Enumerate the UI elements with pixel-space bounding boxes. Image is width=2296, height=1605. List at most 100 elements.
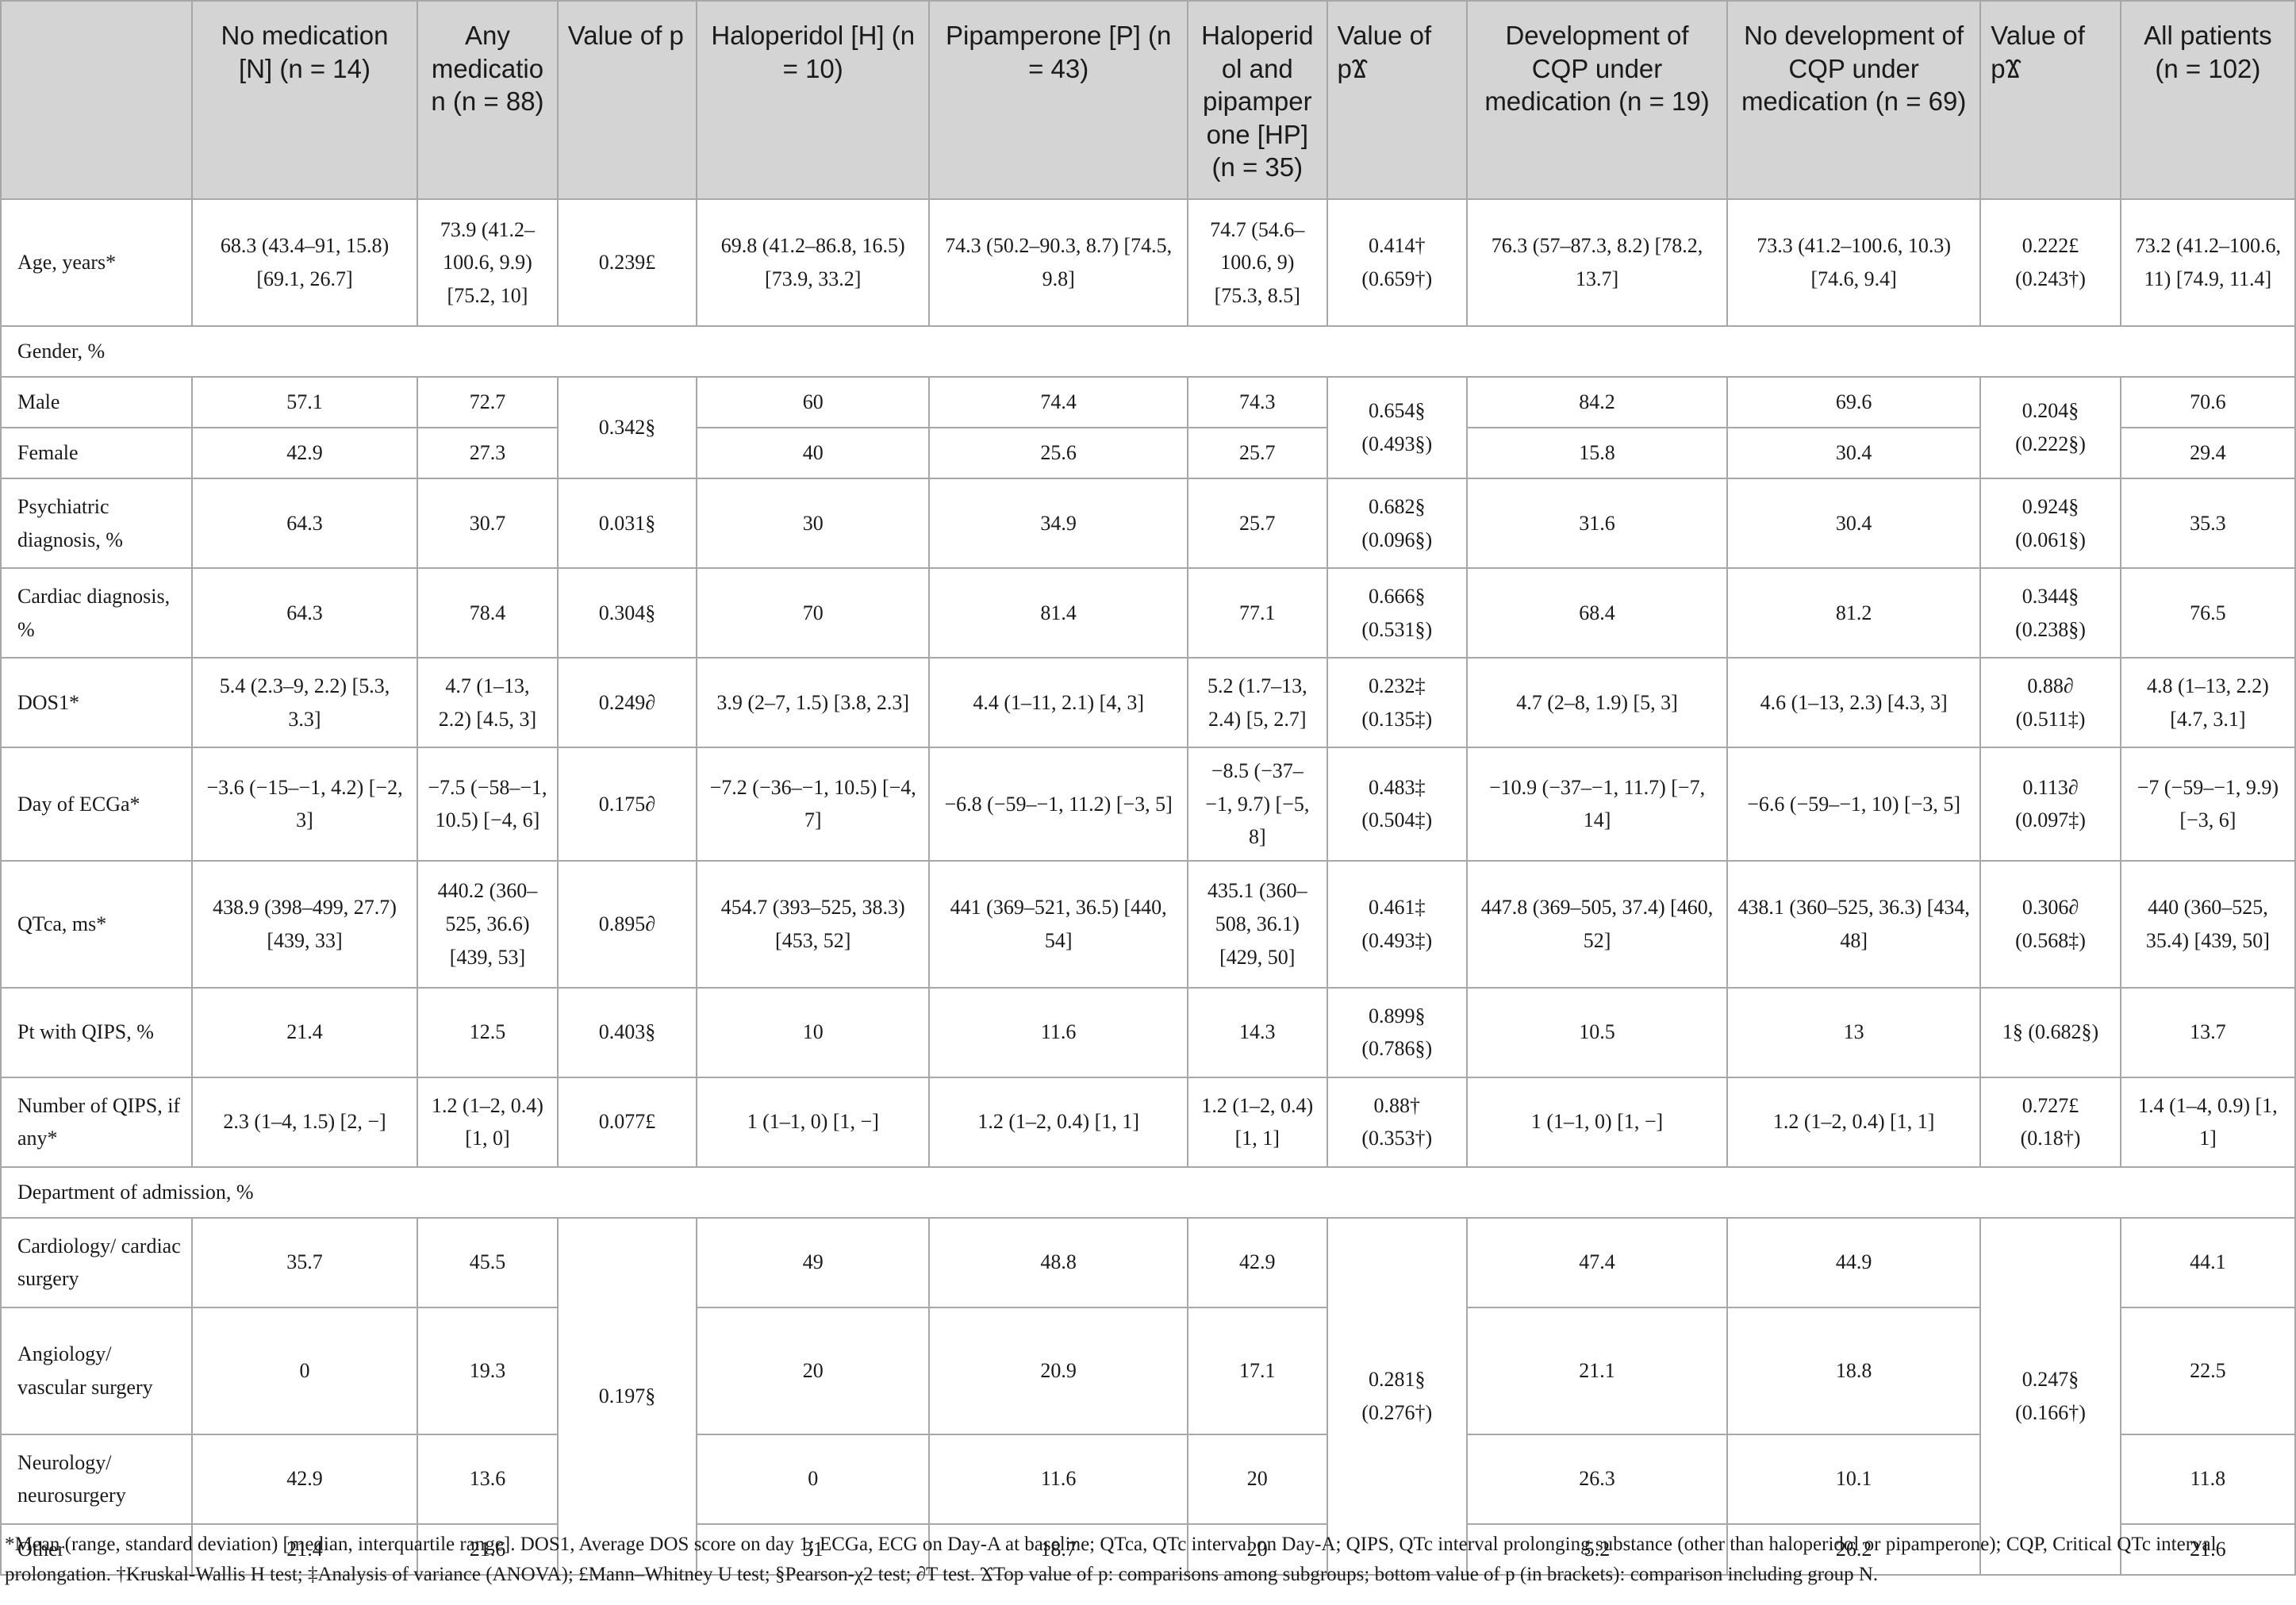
table-cell: 0.483‡ (0.504‡) <box>1326 747 1469 862</box>
section-heading: Department of admission, % <box>0 1165 2296 1219</box>
table-cell: 0.232‡ (0.135‡) <box>1326 657 1469 748</box>
table-cell: 0.281§ (0.276†) <box>1326 1216 1469 1576</box>
header-all-patients: All patients (n = 102) <box>2119 0 2296 200</box>
row-label: Day of ECGa* <box>0 747 193 862</box>
row-label: Number of QIPS, if any* <box>0 1076 193 1168</box>
table-cell: 70 <box>696 567 931 659</box>
table-cell: 31.6 <box>1466 478 1729 569</box>
table-row-qips: Pt with QIPS, % 21.4 12.5 0.403§ 10 11.6… <box>0 986 2296 1078</box>
row-label: Angiology/ vascular surgery <box>0 1306 193 1435</box>
table-cell: 20 <box>1187 1522 1328 1576</box>
table-cell: 68.4 <box>1466 567 1729 659</box>
table-cell: 76.5 <box>2119 567 2296 659</box>
table-cell: 5.2 <box>1466 1522 1729 1576</box>
table-cell: 10.1 <box>1726 1433 1982 1525</box>
table-cell: 0.247§ (0.166†) <box>1979 1216 2121 1576</box>
table-cell: 11.6 <box>928 1433 1189 1525</box>
table-cell: 2.3 (1–4, 1.5) [2, −] <box>190 1076 419 1168</box>
table-cell: 0.88† (0.353†) <box>1326 1076 1469 1168</box>
table-row-female: Female 42.9 27.3 40 25.6 25.7 15.8 30.4 … <box>0 427 2296 479</box>
table-cell: 76.3 (57–87.3, 8.2) [78.2, 13.7] <box>1466 198 1729 327</box>
table-cell: 4.8 (1–13, 2.2) [4.7, 3.1] <box>2119 657 2296 748</box>
table-cell: 0.727£ (0.18†) <box>1979 1076 2121 1168</box>
table-cell: 74.7 (54.6–100.6, 9) [75.3, 8.5] <box>1187 198 1328 327</box>
table-cell: 435.1 (360–508, 36.1) [429, 50] <box>1187 859 1328 989</box>
table-cell: 18.7 <box>928 1522 1189 1576</box>
table-cell: 0.666§ (0.531§) <box>1326 567 1469 659</box>
table-cell: 84.2 <box>1466 376 1729 428</box>
table-row-male: Male 57.1 72.7 0.342§ 60 74.4 74.3 0.654… <box>0 376 2296 479</box>
table-cell: 45.5 <box>417 1216 559 1308</box>
header-no-medication: No medication [N] (n = 14) <box>190 0 419 200</box>
table-cell: 27.3 <box>417 427 559 479</box>
table-cell: 3.9 (2–7, 1.5) [3.8, 2.3] <box>696 657 931 748</box>
table-cell: 11.6 <box>928 986 1189 1078</box>
table-footnote: *Mean (range, standard deviation) [media… <box>5 1534 2217 1585</box>
table-cell: 20 <box>696 1306 931 1435</box>
table-cell: 1§ (0.682§) <box>1979 986 2121 1078</box>
table-cell: 1.2 (1–2, 0.4) [1, 1] <box>1726 1076 1982 1168</box>
table-cell: 0.197§ <box>556 1216 698 1576</box>
table-cell: 57.1 <box>190 376 419 428</box>
table-cell: 0.204§ (0.222§) <box>1979 376 2121 479</box>
table-cell: 74.3 <box>1187 376 1328 428</box>
table-cell: 72.7 <box>417 376 559 428</box>
table-cell: 68.3 (43.4–91, 15.8) [69.1, 26.7] <box>190 198 419 327</box>
section-row-department: Department of admission, % <box>0 1165 2296 1219</box>
table-cell: −7 (−59–−1, 9.9) [−3, 6] <box>2119 747 2296 862</box>
table-cell: 13.6 <box>417 1433 559 1525</box>
table-cell: 14.3 <box>1187 986 1328 1078</box>
table-cell: 0.249∂ <box>556 657 698 748</box>
table-cell: 1 (1–1, 0) [1, −] <box>1466 1076 1729 1168</box>
table-row-neurology: Neurology/ neurosurgery 42.9 13.6 0 11.6… <box>0 1433 2296 1525</box>
table-cell: 44.1 <box>2119 1216 2296 1308</box>
header-haloperidol-and-pipamperone: Haloperidol and pipamperone [HP] (n = 35… <box>1187 0 1328 200</box>
table-row-cardiology: Cardiology/ cardiac surgery 35.7 45.5 0.… <box>0 1216 2296 1576</box>
table-cell: 78.4 <box>417 567 559 659</box>
header-pipamperone: Pipamperone [P] (n = 43) <box>928 0 1189 200</box>
table-cell: 73.9 (41.2–100.6, 9.9) [75.2, 10] <box>417 198 559 327</box>
table-row-dos: DOS1* 5.4 (2.3–9, 2.2) [5.3, 3.3] 4.7 (1… <box>0 657 2296 748</box>
table-cell: 26.3 <box>1466 1433 1729 1525</box>
table-row-age: Age, years* 68.3 (43.4–91, 15.8) [69.1, … <box>0 198 2296 327</box>
table-cell: 25.7 <box>1187 427 1328 479</box>
table-cell: 447.8 (369–505, 37.4) [460, 52] <box>1466 859 1729 989</box>
table-cell: 13 <box>1726 986 1982 1078</box>
table-cell: 0.682§ (0.096§) <box>1326 478 1469 569</box>
row-label: DOS1* <box>0 657 193 748</box>
table-cell: 21.1 <box>1466 1306 1729 1435</box>
row-label: Neurology/ neurosurgery <box>0 1433 193 1525</box>
header-value-p-cqp: Value of pϪ <box>1979 0 2121 200</box>
table-cell: 40 <box>696 427 931 479</box>
header-row: No medication [N] (n = 14) Any medicatio… <box>0 0 2296 200</box>
table-cell: −6.6 (−59–−1, 10) [−3, 5] <box>1726 747 1982 862</box>
table-cell: 0.306∂ (0.568‡) <box>1979 859 2121 989</box>
table-cell: 30.7 <box>417 478 559 569</box>
table-cell: −10.9 (−37–−1, 11.7) [−7, 14] <box>1466 747 1729 862</box>
table-cell: 1.2 (1–2, 0.4) [1, 0] <box>417 1076 559 1168</box>
table-cell: 15.8 <box>1466 427 1729 479</box>
row-label: Female <box>0 427 193 479</box>
table-cell: 30.4 <box>1726 427 1982 479</box>
table-cell: 18.8 <box>1726 1306 1982 1435</box>
table-row-qtc: QTca, ms* 438.9 (398–499, 27.7) [439, 33… <box>0 859 2296 989</box>
table-cell: 0 <box>696 1433 931 1525</box>
table-cell: 441 (369–521, 36.5) [440, 54] <box>928 859 1189 989</box>
table-cell: 4.4 (1–11, 2.1) [4, 3] <box>928 657 1189 748</box>
table-cell: 26.2 <box>1726 1522 1982 1576</box>
table-cell: 74.4 <box>928 376 1189 428</box>
table-cell: −7.2 (−36–−1, 10.5) [−4, 7] <box>696 747 931 862</box>
table-cell: 5.4 (2.3–9, 2.2) [5.3, 3.3] <box>190 657 419 748</box>
table-cell: 70.6 <box>2119 376 2296 428</box>
table-cell: 0 <box>190 1306 419 1435</box>
table-cell: 4.6 (1–13, 2.3) [4.3, 3] <box>1726 657 1982 748</box>
table-cell: 0.414† (0.659†) <box>1326 198 1469 327</box>
row-label: Psychiatric diagnosis, % <box>0 478 193 569</box>
table-cell: 454.7 (393–525, 38.3) [453, 52] <box>696 859 931 989</box>
table-cell: 20 <box>1187 1433 1328 1525</box>
table-cell: 35.3 <box>2119 478 2296 569</box>
table-cell: 42.9 <box>1187 1216 1328 1308</box>
table-cell: 10.5 <box>1466 986 1729 1078</box>
table-cell: 0.113∂ (0.097‡) <box>1979 747 2121 862</box>
